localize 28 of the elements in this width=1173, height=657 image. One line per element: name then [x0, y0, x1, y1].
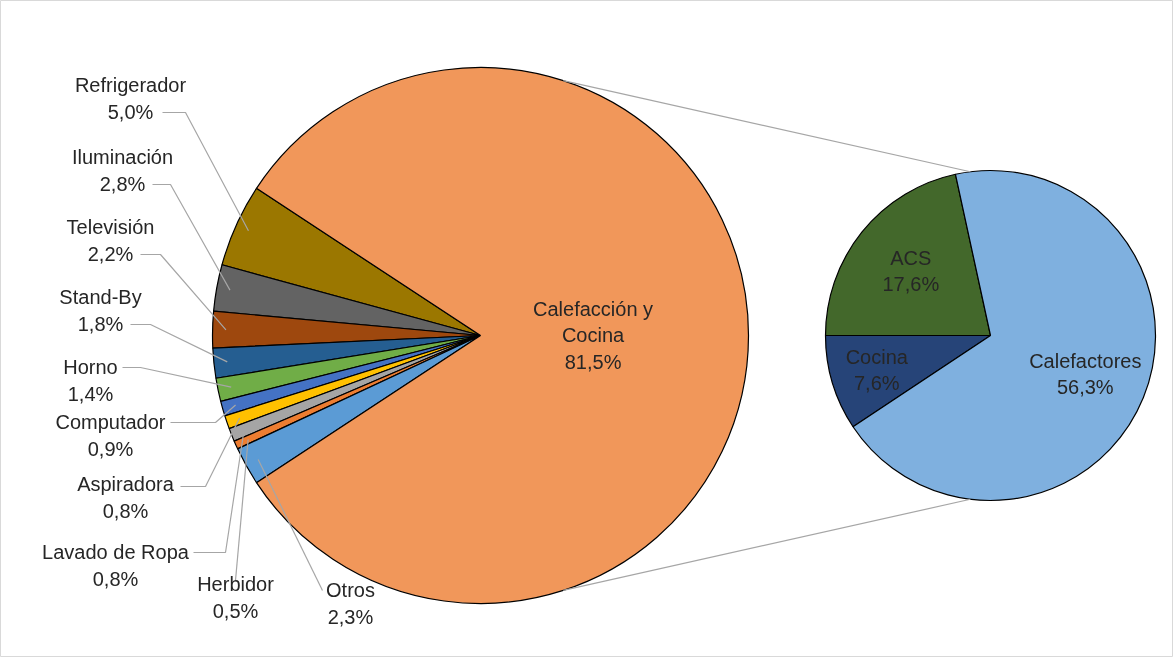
slice-label: Cocina [845, 345, 909, 368]
data-label: 1,4% [67, 382, 114, 405]
slice-label: Televisión [66, 216, 155, 239]
data-label: 0,9% [87, 437, 134, 460]
slice-label: Calefacción y Cocina [533, 298, 654, 347]
data-label: 0,8% [92, 567, 139, 590]
slice-label: Refrigerador [74, 74, 187, 97]
slice-label: ACS [890, 247, 932, 270]
slice-label: Stand-By [59, 286, 142, 309]
data-label: 0,5% [212, 599, 259, 622]
slice-label: Horno [63, 356, 118, 379]
data-label: 81,5% [564, 350, 622, 373]
slice-label: Aspiradora [77, 473, 175, 496]
slice-label: Calefactores [1029, 349, 1142, 372]
data-label: 2,8% [99, 172, 146, 195]
data-label: 56,3% [1056, 376, 1114, 399]
slice-label: Lavado de Ropa [42, 541, 190, 564]
slice-label: Iluminación [71, 146, 174, 169]
data-label: 2,2% [87, 242, 134, 265]
data-label: 5,0% [107, 100, 154, 123]
slice-label: Computador [55, 411, 166, 434]
slice-label: Herbidor [197, 573, 275, 596]
data-label: 17,6% [882, 273, 940, 296]
data-label: 2,3% [327, 605, 374, 628]
data-label: 0,8% [102, 499, 149, 522]
data-label: 7,6% [853, 372, 900, 395]
slice-label: Otros [326, 579, 375, 602]
data-label: 1,8% [77, 312, 124, 335]
